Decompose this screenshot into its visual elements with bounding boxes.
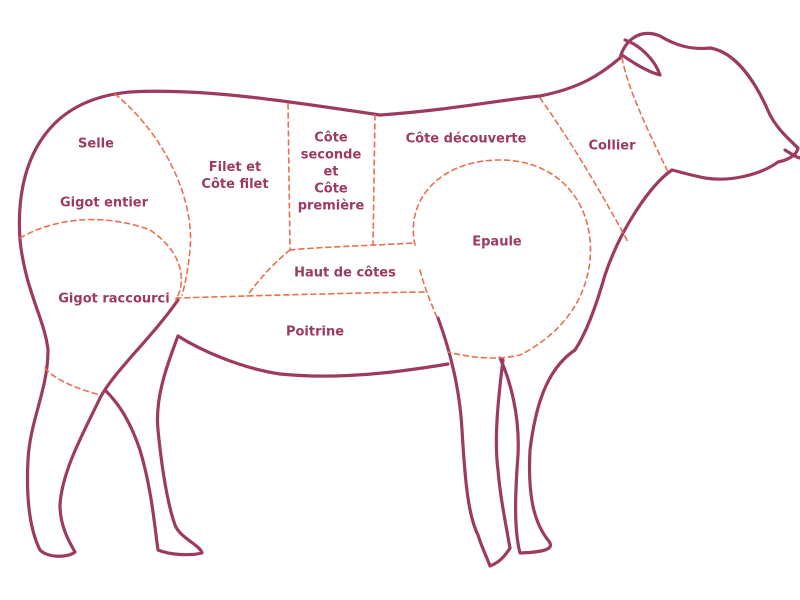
label-cote-decouverte: Côte découverte xyxy=(405,131,527,147)
head-outline xyxy=(618,31,800,181)
label-poitrine: Poitrine xyxy=(285,324,345,340)
label-cote-seconde-line-4: Côte xyxy=(314,181,348,197)
hind-leg-back-outline xyxy=(18,238,180,558)
cut-haut-de-cotes-diag xyxy=(246,249,291,297)
label-filet-line-2: Côte filet xyxy=(201,177,269,192)
cut-selle-gigot xyxy=(19,218,183,301)
cut-filet-cote xyxy=(287,103,291,251)
mouth-outline xyxy=(783,148,800,160)
cut-collier xyxy=(539,97,629,243)
cut-poitrine-top xyxy=(175,291,426,299)
label-cote-seconde-line-2: seconde xyxy=(300,147,362,163)
cut-selle-filet xyxy=(114,93,192,296)
belly-outline xyxy=(176,334,450,378)
label-filet-line-1: Filet et xyxy=(208,160,262,175)
label-filet: Filet et Côte filet xyxy=(201,159,268,193)
back-outline xyxy=(17,56,622,242)
label-gigot-raccourci: Gigot raccourci xyxy=(58,291,170,307)
cut-head xyxy=(621,57,669,173)
chest-outline xyxy=(573,168,674,352)
label-cote-seconde-line-1: Côte xyxy=(314,130,348,146)
cut-epaule xyxy=(412,159,592,359)
label-haut-de-cotes: Haut de côtes xyxy=(294,265,396,281)
label-cote-seconde-line-5: première xyxy=(297,198,365,214)
front-leg-left-outline xyxy=(436,316,512,568)
label-selle: Selle xyxy=(78,136,114,152)
label-cote-seconde: Côte seconde et Côte première xyxy=(298,130,365,215)
ear-outline xyxy=(620,38,662,77)
cut-gigot-lower xyxy=(44,367,101,396)
hind-leg-front-outline xyxy=(103,334,204,557)
front-leg-right-outline xyxy=(498,348,577,555)
cut-haut-de-cotes-top xyxy=(289,242,416,251)
label-collier: Collier xyxy=(588,138,636,154)
cut-epaule-inner xyxy=(419,269,439,321)
label-cote-seconde-line-3: et xyxy=(323,164,339,180)
cut-cote-decouverte xyxy=(372,114,376,246)
cut-lines xyxy=(19,57,669,396)
label-gigot-entier: Gigot entier xyxy=(59,195,149,211)
lamb-outline xyxy=(17,31,800,568)
label-epaule: Epaule xyxy=(472,234,522,250)
